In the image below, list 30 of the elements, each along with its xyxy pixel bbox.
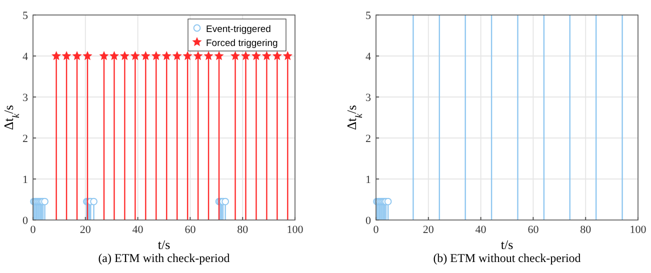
y-tick-label: 4: [366, 51, 372, 63]
y-tick-label: 3: [22, 92, 28, 104]
x-tick-label: 40: [132, 224, 144, 236]
x-axis-title: t/s: [158, 237, 170, 252]
y-tick-label: 3: [366, 92, 372, 104]
y-tick-label: 2: [22, 133, 28, 145]
y-tick-label: 5: [22, 10, 28, 22]
x-tick-label: 0: [30, 224, 36, 236]
y-tick-label: 0: [366, 215, 372, 227]
x-tick-label: 60: [528, 224, 540, 236]
y-tick-label: 4: [22, 51, 28, 63]
x-tick-label: 80: [580, 224, 592, 236]
x-tick-label: 0: [373, 224, 380, 236]
x-tick-label: 100: [286, 224, 304, 236]
x-tick-label: 60: [184, 224, 196, 236]
x-tick-label: 40: [475, 224, 487, 236]
y-tick-label: 2: [366, 133, 371, 145]
x-tick-label: 20: [80, 224, 92, 236]
text: (a) ETM with check-period: [98, 251, 230, 265]
legend-label: Event-triggered: [206, 24, 271, 35]
x-axis-title: t/s: [500, 237, 514, 252]
text: (b) ETM without check-period: [433, 251, 581, 265]
y-tick-label: 0: [22, 215, 28, 227]
x-tick-label: 80: [237, 224, 249, 236]
legend-label: Forced triggering: [206, 38, 278, 49]
x-tick-label: 100: [630, 224, 647, 236]
y-tick-label: 5: [366, 10, 372, 22]
y-tick-label: 1: [22, 174, 28, 186]
y-tick-label: 1: [366, 174, 371, 186]
x-tick-label: 20: [422, 224, 434, 236]
